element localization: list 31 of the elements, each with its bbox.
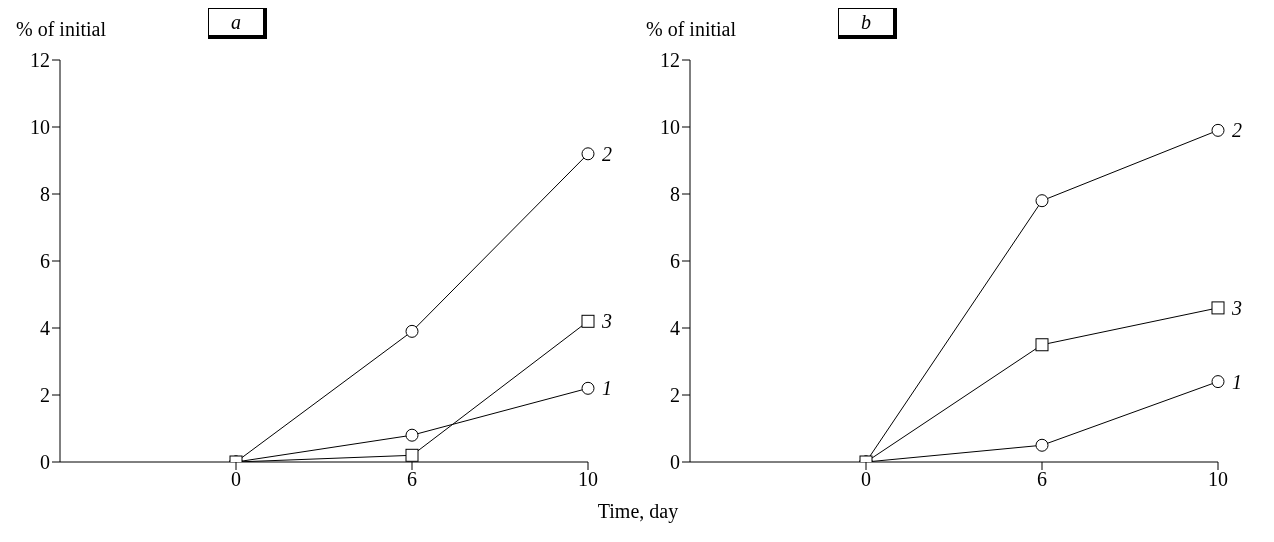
series-label: 1 <box>602 377 612 400</box>
y-tick-label: 8 <box>40 183 50 206</box>
y-tick-label: 8 <box>670 183 680 206</box>
y-tick-label: 0 <box>40 451 50 474</box>
y-tick-label: 2 <box>670 384 680 407</box>
y-tick-label: 0 <box>670 451 680 474</box>
chart-title: b <box>838 8 897 39</box>
x-tick-label: 10 <box>578 468 598 491</box>
y-tick-label: 10 <box>660 116 680 139</box>
chart-title: a <box>208 8 267 39</box>
series-label: 3 <box>601 310 612 333</box>
y-tick-label: 6 <box>40 250 50 273</box>
y-tick-label: 10 <box>30 116 50 139</box>
x-tick-label: 0 <box>861 468 871 491</box>
y-tick-label: 4 <box>40 317 50 340</box>
x-tick-label: 10 <box>1208 468 1228 491</box>
y-tick-label: 12 <box>660 49 680 72</box>
y-tick-label: 12 <box>30 49 50 72</box>
series-label: 3 <box>1231 296 1242 319</box>
series-label: 2 <box>602 142 612 165</box>
x-tick-label: 0 <box>231 468 241 491</box>
y-tick-label: 6 <box>670 250 680 273</box>
x-tick-label: 6 <box>407 468 417 491</box>
y-axis-title: % of initial <box>646 18 736 41</box>
x-axis-title: Time, day <box>596 500 680 523</box>
y-tick-label: 4 <box>670 317 680 340</box>
series-label: 2 <box>1232 119 1242 142</box>
y-tick-label: 2 <box>40 384 50 407</box>
y-axis-title: % of initial <box>16 18 106 41</box>
series-label: 1 <box>1232 370 1242 393</box>
x-tick-label: 6 <box>1037 468 1047 491</box>
